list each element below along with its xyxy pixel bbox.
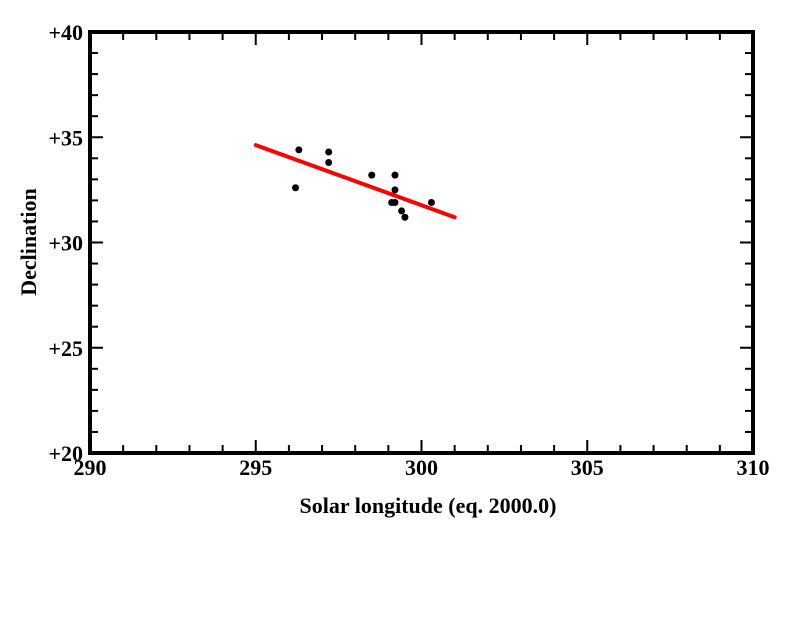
y-axis-title: Declination: [16, 188, 41, 296]
y-tick-label: +35: [48, 125, 83, 150]
scatter-plot: 290 295 300 305 310 +20 +25 +30 +35 +40 Solar lo…: [16, 20, 770, 518]
x-tick-labels: 290 295 300 305 310: [74, 455, 770, 480]
radiant-point: [401, 213, 409, 221]
radiant-point: [391, 186, 399, 194]
radiant-point: [391, 199, 399, 207]
x-tick-label: 310: [737, 455, 770, 480]
radiant-point: [292, 184, 300, 192]
plot-border: [88, 30, 755, 455]
radiant-point: [295, 146, 303, 154]
y-tick-label: +20: [48, 441, 83, 466]
y-tick-labels: +20 +25 +30 +35 +40: [48, 20, 83, 466]
y-tick-label: +25: [48, 336, 83, 361]
radiant-point: [427, 199, 435, 207]
data-points: [292, 146, 435, 221]
radiant-point: [325, 159, 333, 167]
radiant-point: [325, 148, 333, 156]
axis-ticks: [92, 34, 751, 451]
radiant-point: [368, 171, 376, 179]
y-tick-label: +40: [48, 20, 83, 45]
x-tick-label: 300: [405, 455, 438, 480]
radiant-point: [391, 171, 399, 179]
drift-fit-line: [253, 143, 457, 220]
x-axis-title: Solar longitude (eq. 2000.0): [300, 493, 557, 518]
x-tick-label: 295: [239, 455, 272, 480]
x-tick-label: 290: [74, 455, 107, 480]
figure-caption: Figure The January ξ Ursae Majorid radia…: [0, 545, 800, 637]
radiant-point: [398, 207, 406, 215]
drift-line: [253, 143, 457, 220]
x-tick-label: 305: [571, 455, 604, 480]
chart-area: 290 295 300 305 310 +20 +25 +30 +35 +40 Solar lo…: [16, 20, 770, 518]
y-tick-label: +30: [48, 231, 83, 256]
